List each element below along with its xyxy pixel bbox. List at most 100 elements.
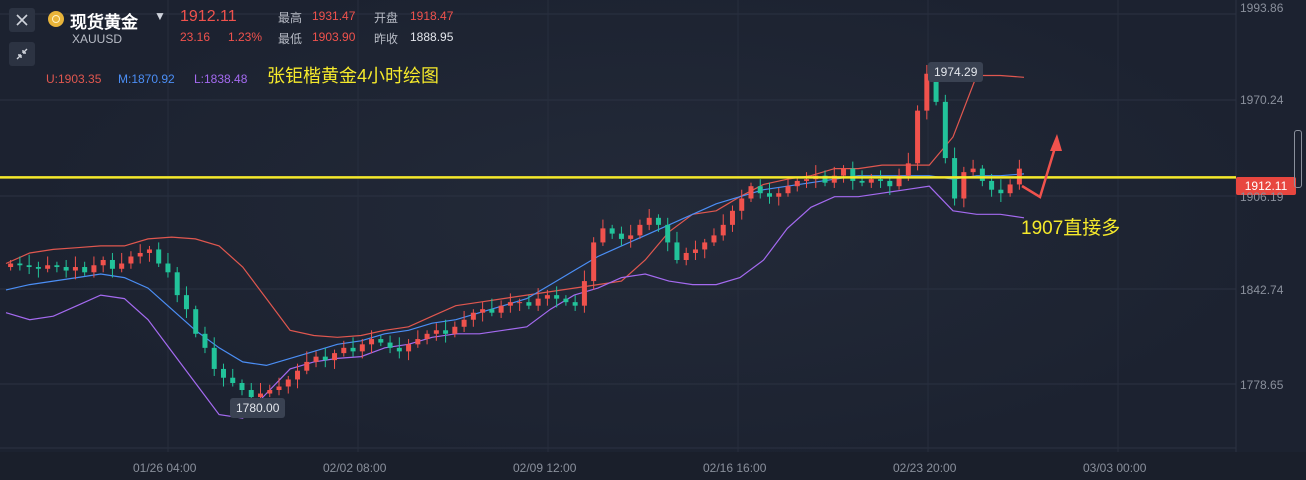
bollinger-upper-line	[5, 74, 1025, 338]
candle-body	[591, 242, 597, 282]
candle-body	[878, 179, 884, 181]
candle-body	[91, 265, 97, 273]
candle-body	[683, 252, 689, 260]
candle-body	[887, 180, 893, 187]
shrink-button[interactable]	[9, 42, 35, 66]
x-axis-band	[0, 452, 1306, 480]
close-button[interactable]	[9, 8, 35, 32]
candle-body	[72, 267, 78, 271]
chart-annotation-title: 张钜楷黄金4小时绘图	[267, 66, 440, 86]
candle-body	[609, 228, 615, 234]
candle-body	[45, 265, 51, 269]
shrink-icon	[16, 48, 28, 60]
candle-body	[350, 347, 356, 352]
candle-body	[767, 193, 772, 197]
candle-body	[526, 302, 532, 306]
bollinger-middle-label: M:1870.92	[118, 72, 175, 86]
trend-arrow	[1021, 140, 1059, 199]
candle-body	[461, 319, 467, 327]
candle-body	[776, 193, 782, 197]
candle-body	[313, 356, 319, 362]
y-tick-label: 1993.86	[1240, 1, 1284, 15]
y-tick-label: 1842.74	[1240, 283, 1284, 297]
low-marker-label: 1780.00	[230, 398, 286, 418]
gold-coin-icon	[48, 11, 64, 27]
candle-body	[961, 172, 967, 199]
candle-body	[507, 302, 513, 306]
candle-body	[100, 259, 106, 266]
candle-body	[850, 168, 856, 181]
candle-body	[905, 163, 911, 176]
candle-body	[8, 263, 14, 268]
candle-body	[924, 73, 930, 111]
candle-body	[415, 339, 421, 345]
candle-body	[600, 228, 606, 243]
candle-body	[258, 393, 263, 398]
candle-body	[220, 368, 226, 378]
high-value: 1931.47	[312, 9, 356, 23]
candle-body	[119, 263, 125, 269]
candle-body	[183, 295, 189, 310]
candle-body	[35, 267, 41, 269]
caret-down-icon[interactable]: ▼	[154, 9, 166, 23]
low-label: 最低	[278, 32, 303, 46]
open-value: 1918.47	[410, 9, 454, 23]
prev-close-value: 1888.95	[410, 30, 454, 44]
candle-body	[692, 249, 698, 253]
candle-body	[128, 256, 134, 264]
candle-body	[554, 295, 560, 299]
candle-body	[480, 309, 486, 313]
bollinger-upper-label: U:1903.35	[46, 72, 102, 86]
candle-body	[63, 267, 69, 271]
prev-close-label: 昨收	[374, 32, 399, 46]
low-value: 1903.90	[312, 30, 356, 44]
candle-body	[17, 263, 23, 266]
candle-body	[165, 263, 171, 273]
y-tick-label: 1778.65	[1240, 378, 1284, 392]
price-scale-handle[interactable]	[1294, 130, 1302, 188]
high-marker-label: 1974.29	[928, 62, 984, 82]
candle-body	[665, 224, 671, 243]
candle-body	[424, 333, 430, 340]
x-tick-label: 01/26 04:00	[133, 461, 197, 475]
x-tick-label: 02/23 20:00	[893, 461, 957, 475]
candle-body	[248, 390, 254, 398]
candle-body	[378, 339, 384, 343]
candle-body	[572, 302, 578, 306]
candle-body	[711, 235, 717, 243]
bollinger-lower-line	[5, 185, 1025, 419]
y-tick-label: 1970.24	[1240, 93, 1284, 107]
candle-body	[942, 101, 948, 159]
candle-body	[82, 267, 88, 273]
x-tick-label: 02/09 12:00	[513, 461, 577, 475]
candle-body	[267, 390, 273, 394]
candle-body	[26, 265, 32, 268]
candle-body	[137, 252, 143, 257]
candle-body	[211, 347, 217, 369]
price-change: 23.16	[180, 30, 211, 44]
candle-body	[989, 180, 995, 190]
candle-body	[498, 305, 504, 313]
bollinger-lower-label: L:1838.48	[194, 72, 248, 86]
candle-body	[785, 186, 791, 194]
candle-body	[535, 298, 541, 306]
candle-body	[729, 210, 735, 225]
candle-body	[739, 198, 745, 211]
price-change-percent: 1.23%	[228, 30, 263, 44]
candle-body	[933, 73, 939, 102]
candle-body	[794, 180, 800, 187]
candle-body	[896, 175, 902, 187]
candle-body	[841, 168, 847, 176]
x-tick-label: 03/03 00:00	[1083, 461, 1147, 475]
candle-body	[563, 298, 569, 303]
instrument-title[interactable]: 现货黄金	[70, 13, 138, 32]
buy-annotation: 1907直接多	[1021, 218, 1121, 239]
candle-body	[239, 382, 245, 391]
candle-body	[970, 168, 976, 173]
candle-body	[109, 259, 115, 269]
candle-body	[341, 347, 347, 354]
candle-body	[406, 344, 412, 352]
candle-body	[868, 179, 874, 183]
